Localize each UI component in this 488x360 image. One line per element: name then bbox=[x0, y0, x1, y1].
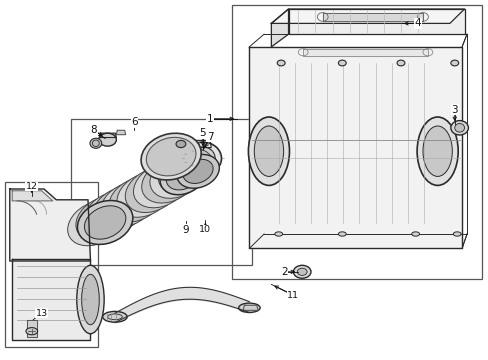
Ellipse shape bbox=[450, 121, 468, 135]
Ellipse shape bbox=[450, 60, 458, 66]
Ellipse shape bbox=[102, 311, 127, 322]
Bar bbox=[5, 182, 98, 347]
Ellipse shape bbox=[422, 126, 451, 176]
Bar bbox=[232, 5, 481, 279]
Text: 3: 3 bbox=[450, 105, 457, 115]
Polygon shape bbox=[271, 9, 288, 47]
Text: 6: 6 bbox=[131, 117, 138, 127]
Ellipse shape bbox=[125, 167, 180, 212]
Text: 1: 1 bbox=[206, 114, 213, 124]
Polygon shape bbox=[116, 130, 125, 135]
Polygon shape bbox=[194, 140, 211, 148]
Text: 9: 9 bbox=[182, 225, 189, 235]
Polygon shape bbox=[243, 305, 258, 310]
Text: 8: 8 bbox=[90, 125, 97, 135]
Ellipse shape bbox=[76, 196, 131, 241]
Ellipse shape bbox=[109, 177, 164, 222]
Text: 5: 5 bbox=[199, 128, 206, 138]
Ellipse shape bbox=[396, 60, 404, 66]
Polygon shape bbox=[322, 13, 422, 21]
Ellipse shape bbox=[141, 133, 201, 180]
Ellipse shape bbox=[297, 268, 306, 275]
Text: 12: 12 bbox=[26, 182, 38, 191]
Ellipse shape bbox=[248, 117, 289, 185]
Ellipse shape bbox=[254, 126, 283, 176]
Ellipse shape bbox=[277, 60, 285, 66]
Ellipse shape bbox=[452, 232, 460, 236]
Text: 10: 10 bbox=[199, 225, 211, 234]
Ellipse shape bbox=[146, 137, 196, 176]
Polygon shape bbox=[249, 47, 461, 248]
Ellipse shape bbox=[183, 159, 213, 184]
Ellipse shape bbox=[77, 265, 104, 334]
Polygon shape bbox=[12, 191, 53, 201]
Ellipse shape bbox=[92, 186, 147, 231]
Text: 2: 2 bbox=[281, 267, 287, 277]
Ellipse shape bbox=[150, 153, 205, 198]
Ellipse shape bbox=[26, 328, 38, 335]
Ellipse shape bbox=[67, 201, 123, 246]
Ellipse shape bbox=[101, 182, 156, 227]
Ellipse shape bbox=[117, 172, 172, 217]
Ellipse shape bbox=[84, 191, 139, 236]
Ellipse shape bbox=[158, 148, 213, 194]
Ellipse shape bbox=[338, 60, 346, 66]
Ellipse shape bbox=[133, 163, 188, 208]
Text: 7: 7 bbox=[206, 132, 213, 142]
Ellipse shape bbox=[81, 274, 99, 325]
Ellipse shape bbox=[90, 138, 102, 148]
Ellipse shape bbox=[274, 232, 282, 236]
Ellipse shape bbox=[176, 140, 185, 148]
Ellipse shape bbox=[160, 159, 204, 195]
Ellipse shape bbox=[77, 201, 133, 244]
Ellipse shape bbox=[454, 123, 464, 132]
Polygon shape bbox=[27, 320, 37, 337]
Ellipse shape bbox=[338, 232, 346, 236]
Text: 11: 11 bbox=[287, 291, 299, 300]
Ellipse shape bbox=[411, 232, 419, 236]
Text: 4: 4 bbox=[414, 18, 421, 28]
Ellipse shape bbox=[190, 147, 215, 170]
Ellipse shape bbox=[84, 206, 125, 239]
Ellipse shape bbox=[99, 133, 116, 146]
Polygon shape bbox=[271, 9, 464, 23]
Ellipse shape bbox=[184, 142, 221, 175]
Ellipse shape bbox=[238, 303, 260, 312]
Polygon shape bbox=[288, 9, 464, 34]
Bar bbox=[71, 119, 251, 265]
Ellipse shape bbox=[293, 265, 310, 278]
Polygon shape bbox=[10, 189, 90, 261]
Ellipse shape bbox=[166, 164, 198, 190]
Ellipse shape bbox=[142, 158, 197, 203]
Polygon shape bbox=[12, 259, 90, 340]
Text: 13: 13 bbox=[36, 309, 47, 318]
Polygon shape bbox=[303, 49, 427, 56]
Polygon shape bbox=[99, 133, 116, 138]
Ellipse shape bbox=[416, 117, 457, 185]
Ellipse shape bbox=[176, 154, 219, 188]
